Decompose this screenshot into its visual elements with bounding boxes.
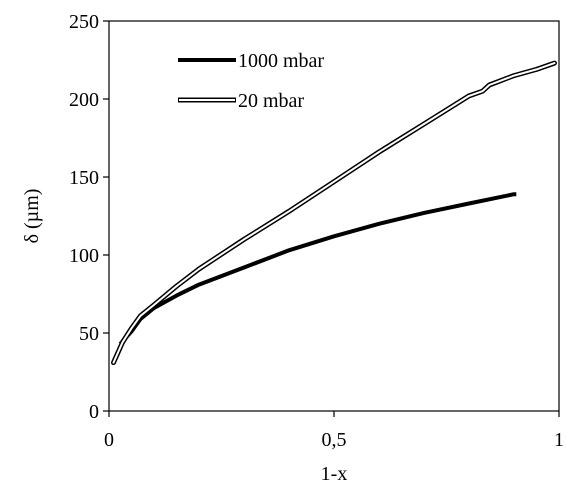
x-tick-label: 0	[104, 429, 114, 451]
legend-label: 1000 mbar	[238, 50, 324, 72]
x-axis-title: 1-x	[321, 463, 348, 485]
legend-label: 20 mbar	[238, 90, 304, 112]
x-tick-label: 0,5	[322, 429, 347, 451]
legend-item: 1000 mbar	[178, 50, 324, 72]
plot-area	[108, 20, 560, 412]
legend: 1000 mbar 20 mbar	[178, 50, 324, 112]
series-layer	[111, 60, 557, 366]
y-tick-label: 0	[89, 401, 99, 423]
y-tick-label: 50	[79, 323, 99, 345]
y-tick-label: 150	[69, 167, 99, 189]
y-tick-label: 100	[69, 245, 99, 267]
y-tick-label: 250	[69, 11, 99, 33]
legend-item: 20 mbar	[178, 90, 304, 112]
y-axis-ticks: 0 50 100 150 200 250	[69, 11, 109, 423]
y-tick-label: 200	[69, 89, 99, 111]
x-axis-ticks: 0 0,5 1	[104, 411, 564, 451]
y-axis-title: δ (µm)	[21, 189, 43, 244]
x-tick-label: 1	[554, 429, 564, 451]
series-line-inner	[112, 62, 556, 364]
series-1	[111, 60, 557, 366]
